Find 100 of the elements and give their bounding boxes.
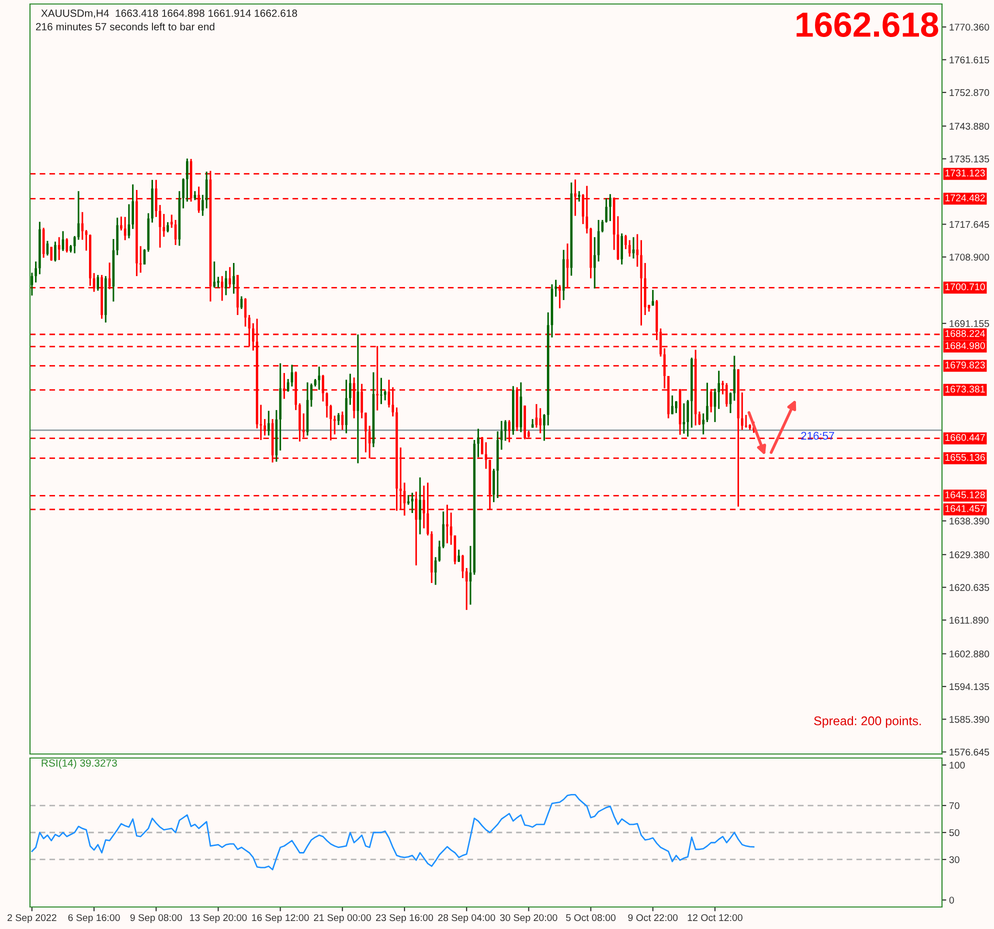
y-tick-label: 1761.615	[950, 56, 990, 64]
ref-line-label: 1724.482	[945, 194, 985, 202]
candlestick	[232, 262, 235, 294]
candlestick	[244, 297, 247, 328]
candlestick	[442, 510, 444, 549]
ref-line-label: 1700.710	[945, 283, 985, 290]
candlestick	[349, 372, 352, 406]
x-tick-label: 13 Sep 20:00	[190, 914, 247, 924]
annotation: 216:57	[801, 432, 834, 440]
candlestick	[202, 194, 204, 217]
y-tick-label: 1717.645	[950, 221, 990, 228]
candlestick	[671, 394, 674, 415]
candlestick	[740, 392, 744, 431]
y-tick-label: 30	[949, 856, 960, 864]
candlestick	[54, 240, 56, 262]
candlestick	[458, 548, 460, 563]
candlestick	[632, 236, 635, 260]
candlestick	[120, 216, 122, 232]
candlestick	[310, 382, 313, 408]
line-series	[31, 794, 754, 870]
candlestick	[554, 279, 558, 298]
x-tick-label: 30 Sep 20:00	[500, 914, 558, 924]
candlestick	[384, 390, 386, 402]
ref-line-label: 1655.136	[945, 454, 985, 461]
annotation: 1662.618	[796, 12, 938, 38]
x-tick-label: 6 Sep 16:00	[68, 914, 120, 924]
candlestick	[636, 233, 639, 268]
ref-line-label: 1684.980	[945, 342, 985, 350]
y-tick-label: 1629.380	[950, 551, 990, 558]
candlestick	[380, 377, 382, 405]
candlestick	[66, 238, 68, 254]
y-tick-label: 1602.880	[950, 650, 990, 658]
y-tick-label: 1585.390	[950, 716, 990, 723]
x-tick-label: 23 Sep 16:00	[376, 914, 434, 924]
candlestick	[186, 158, 188, 202]
y-tick-label: 1594.135	[950, 683, 990, 690]
x-tick-label: 5 Oct 08:00	[566, 914, 616, 922]
candlestick	[702, 412, 704, 436]
y-tick-label: 70	[949, 802, 960, 810]
ref-line-label: 1645.128	[945, 491, 985, 498]
ref-line-label: 1673.381	[945, 386, 985, 393]
x-tick-label: 21 Sep 00:00	[314, 914, 371, 924]
candlestick	[674, 400, 678, 414]
y-tick-label: 1620.635	[950, 584, 990, 591]
y-tick-label: 1691.155	[950, 320, 990, 328]
candlestick	[543, 413, 546, 442]
candlestick	[605, 197, 608, 224]
ref-line-label: 1731.123	[945, 170, 985, 176]
candlestick	[166, 221, 169, 234]
candlestick	[620, 232, 623, 266]
x-tick-label: 2 Sep 2022	[8, 914, 56, 924]
y-tick-label: 1770.360	[950, 24, 990, 31]
y-tick-label: 1735.135	[950, 156, 990, 162]
ref-line-label: 1660.447	[945, 434, 985, 441]
candlestick	[268, 410, 270, 436]
candlestick	[682, 402, 686, 434]
candlestick	[81, 211, 84, 241]
y-tick-label: 50	[949, 829, 960, 836]
candlestick	[341, 410, 344, 431]
text: 216 minutes 57 seconds left to bar end	[36, 22, 214, 30]
x-tick-label: 9 Sep 08:00	[130, 914, 182, 924]
candlestick	[264, 418, 266, 436]
candlestick	[407, 494, 410, 506]
x-tick-label: 12 Oct 12:00	[688, 914, 742, 922]
candlestick	[213, 260, 216, 288]
candlestick	[58, 236, 60, 261]
candlestick	[411, 492, 414, 514]
candlestick	[539, 407, 542, 434]
candlestick	[477, 428, 480, 458]
candlestick	[686, 399, 689, 438]
candlestick	[132, 184, 134, 230]
y-tick-label: 1752.870	[950, 89, 990, 96]
y-tick-label: 1611.890	[950, 616, 988, 624]
candlestick	[170, 214, 173, 229]
chart-title: XAUUSDm,H4 1663.418 1664.898 1661.914 1662.618	[41, 10, 298, 18]
y-tick-label: 1743.880	[950, 122, 990, 130]
annotation: Spread: 200 points.	[814, 716, 921, 728]
y-tick-label: 100	[950, 762, 965, 769]
candlestick	[624, 234, 627, 250]
candlestick	[628, 239, 631, 258]
y-tick-label: 1638.390	[950, 518, 990, 524]
candlestick	[85, 229, 88, 252]
ref-line-label: 1688.224	[945, 330, 985, 337]
y-tick-label: 0	[949, 896, 954, 904]
candlestick	[652, 289, 654, 306]
candlestick	[609, 193, 612, 222]
candlestick	[594, 236, 596, 290]
y-tick-label: 1708.900	[950, 254, 990, 261]
candlestick	[706, 382, 708, 423]
ref-line-label: 1679.823	[945, 362, 985, 368]
candlestick	[333, 414, 336, 436]
x-tick-label: 28 Sep 04:00	[438, 914, 496, 924]
chart-title: RSI(14) 39.3273	[42, 759, 117, 769]
candlestick	[462, 554, 464, 579]
x-tick-label: 16 Sep 12:00	[252, 914, 309, 924]
x-tick-label: 9 Oct 22:00	[628, 914, 678, 922]
candlestick	[492, 468, 495, 503]
candlestick	[718, 370, 720, 410]
candlestick	[182, 178, 184, 210]
candlestick	[34, 260, 37, 284]
